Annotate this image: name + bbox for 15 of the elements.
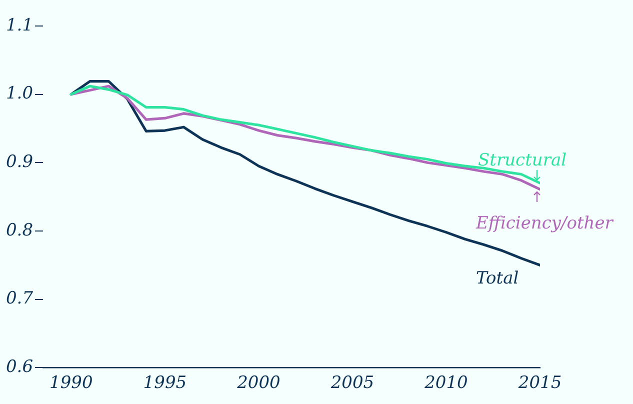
- x-tick-label: 2005: [330, 373, 374, 394]
- series-label: Total: [476, 268, 519, 289]
- x-tick-label: 2015: [517, 373, 562, 394]
- x-tick-label: 2000: [236, 373, 281, 394]
- y-tick-label: 0.8: [6, 220, 34, 240]
- y-tick-label: 0.6: [6, 357, 34, 378]
- y-tick-label: 1.0: [6, 84, 34, 104]
- legend-label: Efficiency/other: [475, 214, 614, 234]
- x-tick-label: 1990: [50, 373, 93, 394]
- x-tick-label: 2010: [424, 373, 468, 394]
- y-tick-label: 1.1: [6, 15, 34, 36]
- x-tick-label: 1995: [143, 373, 187, 394]
- y-tick-label: 0.9: [6, 152, 34, 172]
- series-label: Structural: [478, 150, 567, 171]
- y-tick-label: 0.7: [6, 288, 34, 309]
